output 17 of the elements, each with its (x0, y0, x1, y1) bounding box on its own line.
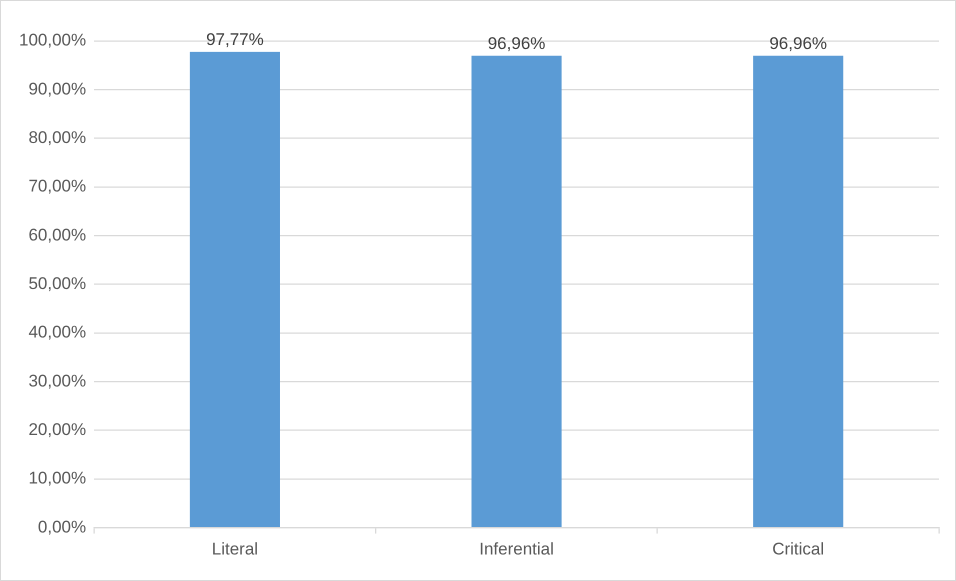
y-tick-label: 90,00% (28, 79, 86, 98)
y-tick-label: 40,00% (28, 322, 86, 342)
x-tick-label: Literal (212, 539, 258, 558)
data-label: 97,77% (206, 30, 264, 50)
y-tick-label: 50,00% (28, 274, 86, 293)
y-tick-label: 20,00% (28, 420, 86, 439)
y-tick-label: 60,00% (28, 225, 86, 244)
data-label: 96,96% (488, 34, 546, 53)
x-tick-label: Inferential (479, 539, 554, 558)
data-label: 96,96% (769, 34, 828, 53)
y-tick-label: 80,00% (28, 128, 86, 148)
y-tick-label: 10,00% (28, 468, 86, 488)
y-tick-label: 70,00% (28, 176, 86, 196)
x-tick-label: Critical (772, 539, 824, 558)
y-tick-label: 0,00% (38, 517, 86, 536)
y-tick-label: 30,00% (28, 371, 86, 390)
y-tick-label: 100,00% (18, 30, 86, 50)
